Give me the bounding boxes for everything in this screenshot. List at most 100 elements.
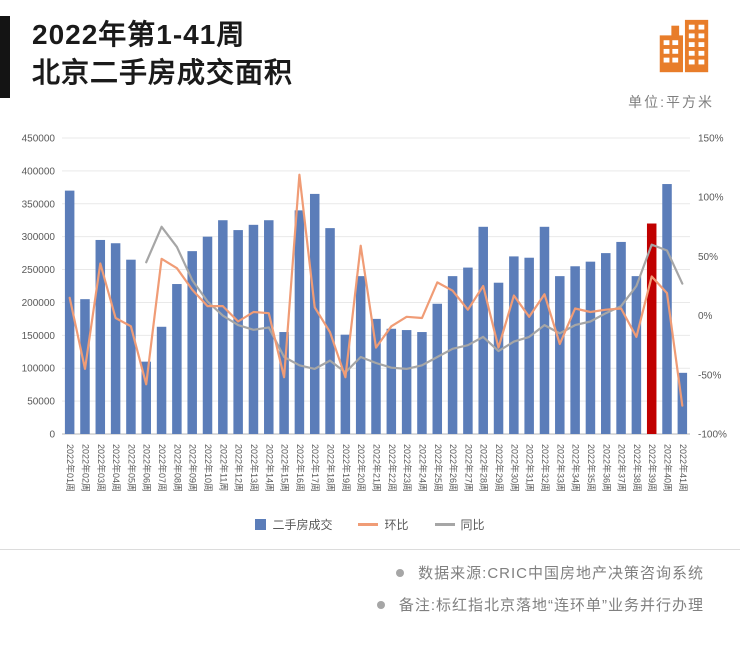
- x-axis-tick: 2022年30周: [509, 444, 520, 492]
- left-axis-tick: 200000: [22, 298, 56, 309]
- bar: [355, 276, 366, 434]
- remark-note: 备注:标红指北京落地“连环单”业务并行办理: [0, 594, 704, 615]
- x-axis-tick: 2022年16周: [295, 444, 306, 492]
- x-axis-tick: 2022年15周: [280, 444, 291, 492]
- header-right: 单位:平方米: [628, 16, 714, 112]
- x-axis-tick: 2022年41周: [678, 444, 689, 492]
- bar: [539, 226, 550, 434]
- x-axis-tick: 2022年14周: [264, 444, 275, 492]
- legend-item-yoy: 同比: [434, 516, 485, 533]
- left-axis-tick: 300000: [22, 232, 56, 243]
- x-axis-tick: 2022年28周: [479, 444, 490, 492]
- bullet-icon: [396, 568, 405, 577]
- legend-yoy-line-swatch: [434, 523, 455, 526]
- page-title: 2022年第1-41周 北京二手房成交面积: [32, 16, 293, 92]
- x-axis-tick: 2022年04周: [111, 444, 122, 492]
- bar: [64, 190, 75, 434]
- x-axis-tick: 2022年03周: [96, 444, 107, 492]
- bar: [371, 318, 381, 434]
- source-note-text: 数据来源:CRIC中国房地产决策咨询系统: [418, 565, 704, 582]
- x-axis-tick: 2022年06周: [142, 444, 153, 492]
- legend-mom-line-swatch: [358, 523, 379, 526]
- bar: [616, 241, 626, 434]
- transactions-chart: 450000 400000 350000 300000 250000 200000 1500…: [22, 134, 727, 493]
- unit-label: 单位:平方米: [628, 94, 714, 110]
- mom-line: [68, 173, 684, 407]
- bar: [662, 184, 672, 434]
- x-axis-tick: 2022年36周: [601, 444, 612, 492]
- x-axis-tick: 2022年35周: [586, 444, 597, 492]
- x-axis-tick: 2022年29周: [494, 444, 505, 492]
- x-axis-tick: 2022年26周: [448, 444, 459, 492]
- x-axis-tick: 2022年27周: [463, 444, 474, 492]
- bar: [570, 266, 580, 434]
- bar: [95, 239, 106, 434]
- chart-legend: 二手房成交 环比 同比: [0, 516, 740, 533]
- right-axis-tick: 50%: [698, 252, 718, 263]
- yoy-line: [145, 225, 684, 374]
- bar: [294, 210, 305, 434]
- x-axis-tick: 2022年17周: [310, 444, 321, 492]
- bar: [401, 330, 412, 434]
- footer-divider: [0, 549, 740, 550]
- x-axis-tick: 2022年39周: [647, 444, 658, 492]
- page-title-line1: 2022年第1-41周: [32, 19, 246, 50]
- bar: [126, 259, 136, 434]
- bar: [233, 230, 243, 434]
- x-axis-tick: 2022年07周: [157, 444, 168, 492]
- x-axis-tick: 2022年33周: [555, 444, 566, 492]
- x-axis-tick: 2022年23周: [402, 444, 413, 492]
- bar: [141, 361, 151, 434]
- footer-notes: 数据来源:CRIC中国房地产决策咨询系统 备注:标红指北京落地“连环单”业务并行…: [0, 562, 740, 615]
- right-axis-labels: 150% 100% 50% 0% -50% -100%: [698, 134, 727, 441]
- x-axis-tick: 2022年18周: [326, 444, 337, 492]
- right-axis-tick: 100%: [698, 193, 724, 204]
- right-axis-tick: 0%: [698, 311, 713, 322]
- x-axis-tick: 2022年38周: [632, 444, 643, 492]
- bar: [601, 253, 611, 434]
- bar: [202, 236, 213, 434]
- bar: [493, 282, 504, 434]
- bar: [478, 226, 488, 434]
- left-axis-tick: 150000: [22, 331, 56, 342]
- remark-note-text: 备注:标红指北京落地“连环单”业务并行办理: [398, 597, 704, 614]
- x-axis-tick: 2022年08周: [172, 444, 183, 492]
- left-axis-tick: 100000: [22, 364, 56, 375]
- left-axis-tick: 450000: [22, 134, 56, 145]
- bar: [585, 261, 596, 434]
- bar: [447, 276, 458, 434]
- x-axis-tick: 2022年20周: [356, 444, 367, 492]
- legend-item-transactions: 二手房成交: [255, 516, 332, 533]
- bar: [417, 332, 427, 434]
- bullet-icon: [376, 600, 385, 609]
- left-axis-tick: 50000: [27, 397, 55, 408]
- x-axis-tick: 2022年34周: [571, 444, 582, 492]
- x-axis-tick: 2022年40周: [663, 444, 674, 492]
- bar: [432, 303, 443, 434]
- x-axis-labels: 2022年01周 2022年02周 2022年03周 2022年04周 2022年05周…: [65, 444, 689, 492]
- bar: [218, 220, 228, 434]
- bar: [340, 334, 351, 434]
- x-axis-tick: 2022年10周: [203, 444, 214, 492]
- x-axis-tick: 2022年21周: [372, 444, 383, 492]
- bar: [509, 256, 519, 434]
- x-axis-tick: 2022年24周: [418, 444, 429, 492]
- x-axis-tick: 2022年25周: [433, 444, 444, 492]
- x-axis-tick: 2022年32周: [540, 444, 551, 492]
- x-axis-tick: 2022年01周: [65, 444, 76, 492]
- bar: [172, 284, 182, 434]
- right-axis-tick: 150%: [698, 134, 724, 145]
- x-axis-tick: 2022年37周: [617, 444, 628, 492]
- building-icon: [659, 19, 709, 73]
- legend-label-mom: 环比: [384, 518, 409, 532]
- left-axis-tick: 0: [49, 430, 55, 441]
- legend-bar-swatch: [255, 519, 267, 530]
- x-axis-tick: 2022年31周: [525, 444, 536, 492]
- bar: [156, 326, 167, 434]
- title-accent-bar: [0, 16, 10, 98]
- bar: [463, 267, 473, 434]
- bar: [309, 193, 320, 434]
- left-axis-tick: 400000: [22, 166, 56, 177]
- x-axis-tick: 2022年22周: [387, 444, 398, 492]
- bar: [187, 251, 197, 434]
